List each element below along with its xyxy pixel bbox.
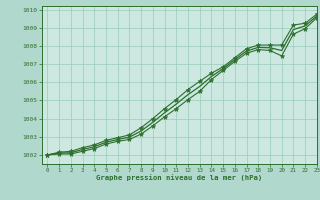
X-axis label: Graphe pression niveau de la mer (hPa): Graphe pression niveau de la mer (hPa) <box>96 175 262 181</box>
